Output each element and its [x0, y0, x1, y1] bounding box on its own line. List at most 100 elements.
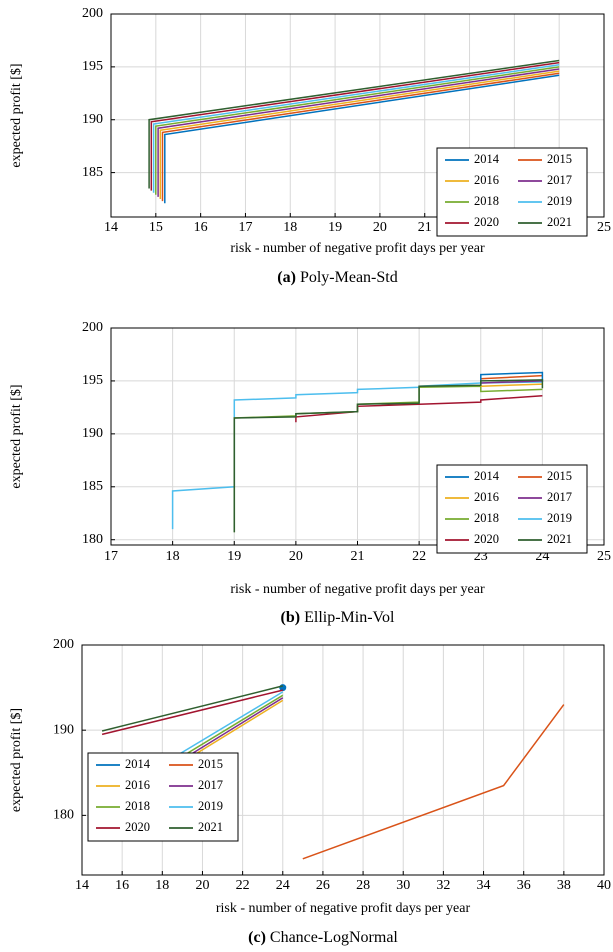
x-tick-label: 19	[227, 549, 241, 564]
series-2020-line	[150, 61, 560, 191]
y-tick-label: 180	[53, 808, 74, 823]
legend-label-2015: 2015	[198, 757, 223, 771]
x-axis-label: risk - number of negative profit days pe…	[230, 582, 485, 597]
x-tick-label: 20	[289, 549, 303, 564]
x-tick-label: 15	[149, 220, 163, 235]
x-tick-label: 18	[155, 878, 169, 893]
legend-label-2020: 2020	[125, 820, 150, 834]
series-2015-line	[480, 374, 543, 380]
series-2020-line	[295, 394, 543, 423]
x-tick-label: 18	[283, 220, 297, 235]
legend-label-2017: 2017	[198, 778, 223, 792]
legend-box	[87, 752, 239, 842]
x-tick-label: 40	[597, 878, 611, 893]
legend: 2014 2015 2016 2017 2018 2019 2020 2021	[436, 147, 588, 237]
legend-label-2021: 2021	[547, 215, 572, 229]
caption-text: Poly-Mean-Std	[300, 269, 398, 286]
y-axis-label: expected profit [$]	[9, 384, 24, 488]
x-tick-label: 30	[396, 878, 410, 893]
chart-1: 141516171819202122232425185190195200risk…	[9, 6, 611, 286]
x-tick-label: 36	[517, 878, 531, 893]
legend-label-2016: 2016	[474, 490, 499, 504]
caption-label: (c)	[248, 929, 270, 946]
series-2015-line	[161, 72, 560, 202]
legend-label-2018: 2018	[474, 194, 499, 208]
legend-label-2021: 2021	[547, 532, 572, 546]
legend-label-2020: 2020	[474, 215, 499, 229]
legend: 2014 2015 2016 2017 2018 2019 2020 2021	[436, 464, 588, 554]
series-2019-line	[161, 691, 284, 765]
series-2017-line	[480, 380, 543, 384]
legend-label-2016: 2016	[125, 778, 150, 792]
chart-caption: (b) Ellip-Min-Vol	[281, 609, 395, 626]
legend-label-2015: 2015	[547, 152, 572, 166]
caption-label: (a)	[277, 269, 300, 286]
x-tick-label: 19	[328, 220, 342, 235]
y-tick-label: 190	[82, 426, 103, 441]
x-tick-label: 14	[75, 878, 89, 893]
chart-3: 14 16 18 20 22 24 26 28 30 32 34 36 38 40 180 190 200 ris…	[9, 637, 611, 946]
series-2021-line	[148, 59, 560, 189]
x-tick-label: 18	[166, 549, 180, 564]
x-axis-label: risk - number of negative profit days pe…	[216, 901, 471, 916]
legend-label-2017: 2017	[547, 490, 572, 504]
y-tick-label: 190	[53, 722, 74, 737]
x-tick-label: 21	[351, 549, 365, 564]
legend-label-2019: 2019	[198, 799, 223, 813]
x-tick-label: 25	[597, 549, 611, 564]
legend-box	[436, 464, 588, 554]
x-tick-label: 24	[276, 878, 290, 893]
legend: 2014 2015 2016 2017 2018 2019 2020 2021	[87, 752, 239, 842]
y-tick-label: 200	[53, 637, 74, 652]
series-2019-line	[152, 64, 560, 193]
legend-label-2019: 2019	[547, 194, 572, 208]
x-tick-label: 20	[195, 878, 209, 893]
x-tick-label: 14	[104, 220, 118, 235]
x-tick-label: 20	[373, 220, 387, 235]
legend-label-2019: 2019	[547, 511, 572, 525]
series-2014-line	[164, 74, 560, 204]
legend-label-2014: 2014	[474, 152, 500, 166]
y-tick-label: 190	[82, 112, 103, 127]
x-tick-label: 32	[436, 878, 450, 893]
x-tick-label: 22	[236, 878, 250, 893]
x-tick-label: 25	[597, 220, 611, 235]
y-tick-label: 185	[82, 165, 103, 180]
legend-label-2018: 2018	[474, 511, 499, 525]
series-2021-line	[233, 379, 544, 533]
x-tick-label: 17	[238, 220, 252, 235]
plot-frame	[81, 644, 605, 876]
x-tick-label: 16	[194, 220, 208, 235]
legend-label-2020: 2020	[474, 532, 499, 546]
caption-text: Ellip-Min-Vol	[304, 609, 395, 626]
chart-caption: (a) Poly-Mean-Std	[277, 269, 397, 286]
legend-label-2017: 2017	[547, 173, 572, 187]
x-tick-label: 21	[418, 220, 432, 235]
x-tick-label: 22	[412, 549, 426, 564]
caption-label: (b)	[281, 609, 305, 626]
legend-label-2018: 2018	[125, 799, 150, 813]
chart-caption: (c) Chance-LogNormal	[248, 929, 398, 946]
x-tick-label: 28	[356, 878, 370, 893]
x-tick-label: 38	[557, 878, 571, 893]
x-axis-label: risk - number of negative profit days pe…	[230, 241, 485, 256]
series-2016-line	[159, 70, 560, 199]
legend-label-2015: 2015	[547, 469, 572, 483]
legend-box	[436, 147, 588, 237]
y-axis-label: expected profit [$]	[9, 708, 24, 812]
y-tick-label: 195	[82, 59, 103, 74]
series-2018-line	[155, 66, 560, 195]
series-2020-line	[101, 689, 283, 736]
legend-label-2014: 2014	[125, 757, 151, 771]
y-tick-label: 195	[82, 373, 103, 388]
x-tick-label: 16	[115, 878, 129, 893]
y-tick-label: 200	[82, 320, 103, 335]
legend-label-2021: 2021	[198, 820, 223, 834]
series-2015-line	[302, 704, 565, 860]
series-2014-marker	[279, 684, 287, 692]
series-2021-line	[101, 685, 283, 732]
series-2017-line	[157, 68, 560, 197]
y-axis-label: expected profit [$]	[9, 63, 24, 167]
